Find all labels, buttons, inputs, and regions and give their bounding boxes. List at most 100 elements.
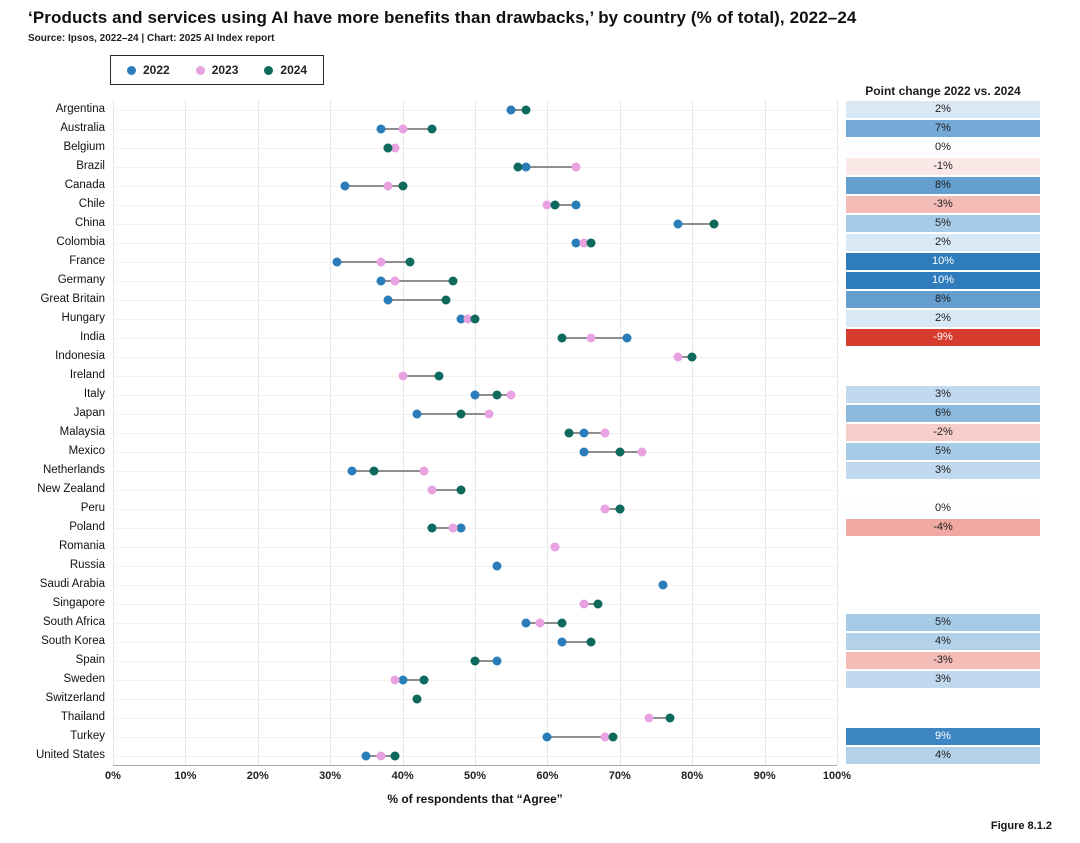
row-gridline xyxy=(113,736,837,738)
point-change-cell: 0% xyxy=(846,139,1040,156)
dot-2023 xyxy=(579,238,589,247)
country-label: Singapore xyxy=(52,597,105,609)
row-gridline xyxy=(113,242,837,244)
figure-label: Figure 8.1.2 xyxy=(990,820,1052,832)
dot-2024 xyxy=(470,314,480,323)
country-label: Switzerland xyxy=(45,692,105,704)
connector-line xyxy=(518,165,577,168)
country-label: New Zealand xyxy=(37,483,105,495)
row-gridline xyxy=(113,584,837,586)
dot-2022 xyxy=(332,257,342,266)
dot-2024 xyxy=(427,124,437,133)
country-label: Hungary xyxy=(61,312,105,324)
dot-2023 xyxy=(644,713,654,722)
dot-2022 xyxy=(456,523,466,532)
country-label: China xyxy=(74,217,105,229)
country-label: France xyxy=(69,255,105,267)
point-change-cell: 5% xyxy=(846,215,1040,232)
row-gridline xyxy=(113,508,837,510)
dot-2024 xyxy=(456,409,466,418)
x-axis-ticks: 0% 10% 20% 30% 40% 50% 60% 70% 80% 90% 100% xyxy=(105,770,851,784)
point-change-cell: 2% xyxy=(846,234,1040,251)
country-label: Russia xyxy=(69,559,105,571)
point-change-cell: -4% xyxy=(846,519,1040,536)
connector-line xyxy=(402,374,439,377)
point-change-cell: -3% xyxy=(846,652,1040,669)
dot-2023 xyxy=(550,542,560,551)
connector-line xyxy=(677,355,693,358)
dot-2023 xyxy=(390,675,400,684)
country-label: Poland xyxy=(69,521,105,533)
dot-2024 xyxy=(390,751,400,760)
row-gridline xyxy=(113,622,837,624)
country-label: India xyxy=(80,331,105,343)
row-gridline xyxy=(113,527,837,529)
dot-2022 xyxy=(571,238,581,247)
connector-line xyxy=(380,279,454,282)
country-label: Turkey xyxy=(70,730,105,742)
country-label: Italy xyxy=(83,388,105,400)
x-tick-label: 0% xyxy=(105,770,121,782)
country-label: Mexico xyxy=(68,445,105,457)
point-change-header: Point change 2022 vs. 2024 xyxy=(865,84,1021,98)
dot-2022 xyxy=(412,409,422,418)
legend-dot-2024 xyxy=(264,65,274,75)
point-change-cell: 8% xyxy=(846,291,1040,308)
dot-2022 xyxy=(658,580,668,589)
dot-2023 xyxy=(419,466,429,475)
dot-2022 xyxy=(376,124,386,133)
dot-2024 xyxy=(398,181,408,190)
legend-item-2024: 2024 xyxy=(264,63,307,77)
dot-2023 xyxy=(376,257,386,266)
dot-2023 xyxy=(376,751,386,760)
connector-line xyxy=(417,412,490,415)
dot-2023 xyxy=(506,390,516,399)
dot-2022 xyxy=(383,295,393,304)
country-label: Netherlands xyxy=(42,464,105,476)
country-label: Germany xyxy=(57,274,105,286)
connector-line xyxy=(344,184,403,187)
dot-2023 xyxy=(427,485,437,494)
x-tick-label: 100% xyxy=(822,770,852,782)
connector-line xyxy=(431,488,461,491)
row-gridline xyxy=(113,698,837,700)
dot-2024 xyxy=(615,504,625,513)
legend-item-2023: 2023 xyxy=(195,63,238,77)
legend-label: 2024 xyxy=(280,63,308,77)
dot-2024 xyxy=(448,276,458,285)
dot-2024 xyxy=(513,162,523,171)
dot-2023 xyxy=(383,181,393,190)
dot-2024 xyxy=(586,637,596,646)
country-label: Australia xyxy=(60,122,105,134)
connector-line xyxy=(605,507,620,510)
dot-2024 xyxy=(586,238,596,247)
connector-line xyxy=(395,678,425,681)
row-gridline xyxy=(113,603,837,605)
chart-source-line: Source: Ipsos, 2022–24 | Chart: 2025 AI … xyxy=(28,33,275,44)
point-change-cell: 0% xyxy=(846,500,1040,517)
dot-2024 xyxy=(593,599,603,608)
country-label: United States xyxy=(35,749,105,761)
x-tick-label: 50% xyxy=(463,770,487,782)
dot-2024 xyxy=(492,390,502,399)
row-gridline xyxy=(113,489,837,491)
dot-2024 xyxy=(608,732,618,741)
dot-2022 xyxy=(376,276,386,285)
row-gridline xyxy=(113,109,837,111)
dot-2024 xyxy=(709,219,719,228)
dot-2022 xyxy=(347,466,357,475)
dot-2023 xyxy=(463,314,473,323)
legend-dot-2022 xyxy=(127,65,136,75)
dot-2024 xyxy=(441,295,451,304)
dot-2022 xyxy=(398,675,408,684)
legend-label: 2022 xyxy=(143,63,170,77)
x-tick-label: 30% xyxy=(319,770,342,782)
country-label: Brazil xyxy=(76,160,105,172)
point-change-cell: 8% xyxy=(846,177,1040,194)
connector-line xyxy=(583,602,599,605)
country-label: Thailand xyxy=(60,711,105,723)
point-change-cell: 9% xyxy=(846,728,1040,745)
dot-2024 xyxy=(470,656,480,665)
x-tick-label: 40% xyxy=(391,770,414,782)
dot-2022 xyxy=(579,447,589,456)
